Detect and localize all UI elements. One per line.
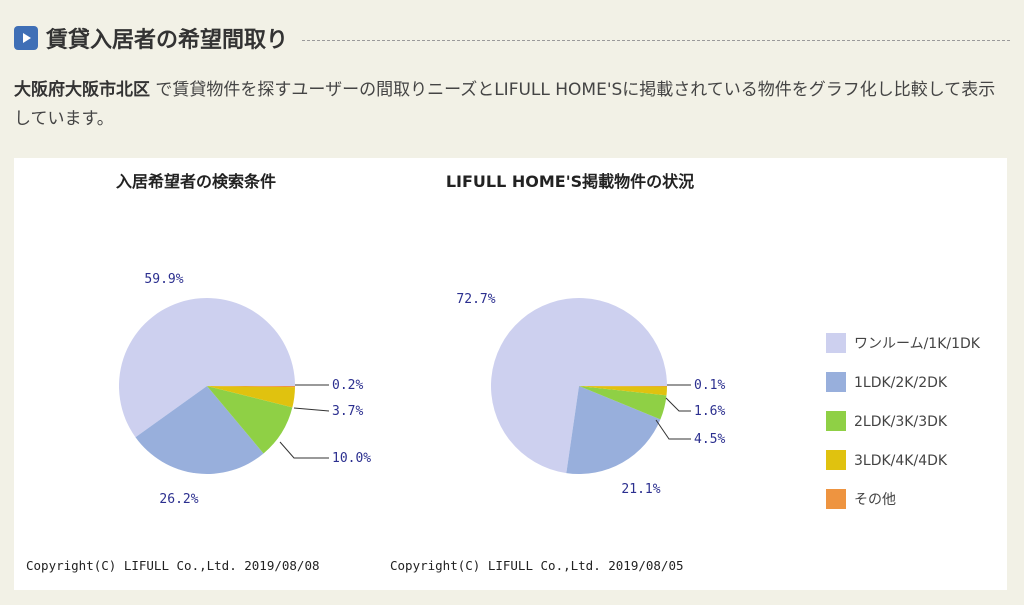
- pie-slice-1-0: [491, 298, 667, 474]
- pie-slice-1-2: [579, 386, 667, 420]
- pct-label-0-0: 59.9%: [144, 272, 183, 287]
- pie-slice-0-3: [207, 386, 295, 408]
- pie-layer: 59.9% 26.2% 10.0% 3.7% 0.2% 72.7% 21.1% 4.5% 1.6…: [118, 272, 725, 507]
- pie-slice-0-1: [135, 386, 264, 474]
- legend-swatch-2: [826, 411, 846, 431]
- legend: ワンルーム/1K/1DK 1LDK/2K/2DK 2LDK/3K/3DK 3LDK/4…: [826, 333, 981, 509]
- legend-swatch-3: [826, 450, 846, 470]
- pct-label-1-1: 21.1%: [621, 482, 660, 497]
- legend-swatch-0: [826, 333, 846, 353]
- pct-label-1-3: 1.6%: [694, 404, 725, 419]
- copyright-listings: Copyright(C) LIFULL Co.,Ltd. 2019/08/05: [390, 558, 684, 573]
- copyright-searchers: Copyright(C) LIFULL Co.,Ltd. 2019/08/08: [26, 558, 320, 573]
- pct-label-0-3: 3.7%: [332, 404, 363, 419]
- pct-label-0-4: 0.2%: [332, 378, 363, 393]
- legend-label-4: その他: [854, 492, 896, 508]
- legend-label-2: 2LDK/3K/3DK: [854, 414, 948, 430]
- description: 大阪府大阪市北区 で賃貸物件を探すユーザーの間取りニーズとLIFULL HOME…: [14, 76, 1004, 134]
- pie-slice-0-4: [207, 386, 295, 388]
- leader-line-1-3: [665, 397, 691, 412]
- pie-charts-svg: 入居希望者の検索条件 LIFULL HOME'S掲載物件の状況 Copyrigh…: [26, 172, 981, 573]
- pie-slice-0-2: [207, 386, 293, 454]
- leader-line-0-3: [293, 407, 330, 412]
- pie-slice-1-3: [579, 386, 667, 396]
- dashed-divider: [302, 39, 1010, 41]
- section-title: 賃貸入居者の希望間取り: [46, 28, 289, 53]
- pie-slice-1-1: [566, 386, 661, 475]
- section-header: 賃貸入居者の希望間取り: [14, 20, 1010, 56]
- legend-swatch-4: [826, 489, 846, 509]
- pct-label-0-2: 10.0%: [332, 451, 371, 466]
- pct-label-0-1: 26.2%: [159, 492, 198, 507]
- chart-title-listings: LIFULL HOME'S掲載物件の状況: [446, 172, 694, 191]
- region-name: 大阪府大阪市北区: [14, 80, 150, 100]
- play-icon: [14, 26, 38, 50]
- legend-swatch-1: [826, 372, 846, 392]
- chart-panel: 入居希望者の検索条件 LIFULL HOME'S掲載物件の状況 Copyrigh…: [14, 158, 1007, 590]
- legend-label-0: ワンルーム/1K/1DK: [854, 336, 981, 352]
- legend-label-3: 3LDK/4K/4DK: [854, 453, 948, 469]
- pie-slice-0-0: [118, 298, 295, 438]
- leader-line-1-2: [655, 419, 691, 440]
- chart-title-searchers: 入居希望者の検索条件: [116, 172, 276, 191]
- leader-line-0-2: [279, 441, 329, 459]
- description-text: で賃貸物件を探すユーザーの間取りニーズとLIFULL HOME'Sに掲載されてい…: [14, 80, 996, 129]
- pct-label-1-4: 0.1%: [694, 378, 725, 393]
- pct-label-1-0: 72.7%: [456, 292, 495, 307]
- pct-label-1-2: 4.5%: [694, 432, 725, 447]
- legend-label-1: 1LDK/2K/2DK: [854, 375, 948, 391]
